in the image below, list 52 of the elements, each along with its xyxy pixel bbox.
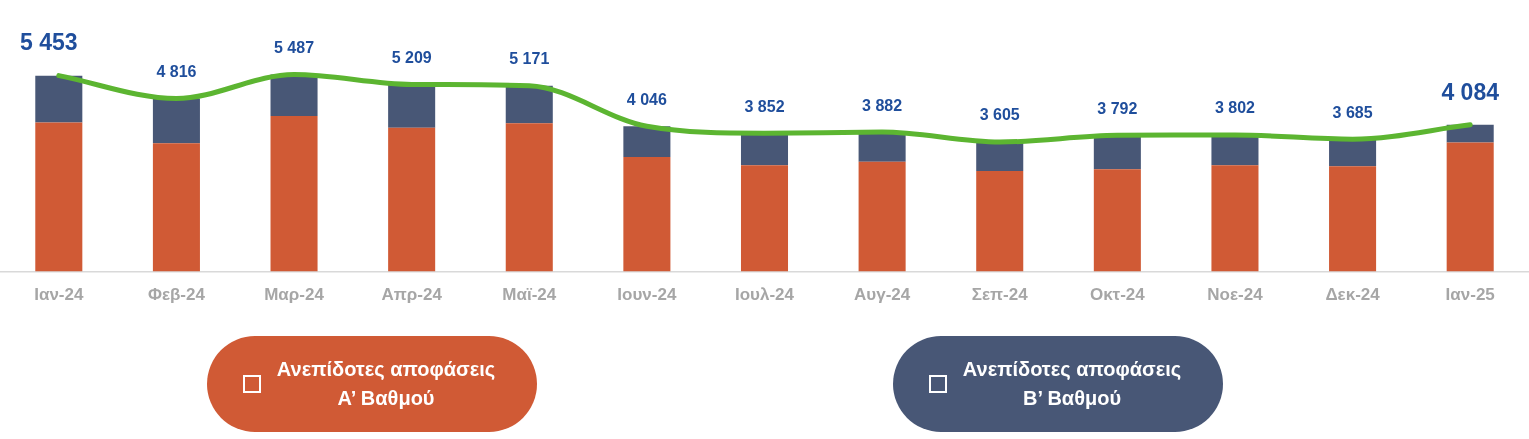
bar (976, 170, 1024, 272)
data-label: 3 685 (1332, 103, 1373, 121)
bar (270, 74, 318, 117)
data-label: 5 453 (20, 29, 78, 56)
bar (505, 85, 553, 124)
bar (1329, 166, 1377, 272)
bar (152, 143, 200, 272)
bar (623, 126, 671, 157)
x-tick-label: Ιαν-25 (1445, 285, 1495, 305)
data-label: 4 816 (156, 62, 197, 80)
x-tick-label: Νοε-24 (1207, 285, 1264, 305)
legend-label: Ανεπίδοτες αποφάσεις Β’ Βαθμού (961, 357, 1183, 411)
bar (505, 123, 553, 272)
x-tick-label: Μαρ-24 (264, 285, 325, 305)
bar (35, 122, 83, 272)
x-tick-label: Απρ-24 (381, 285, 443, 305)
bar (1211, 134, 1259, 166)
x-tick-label: Ιουν-24 (617, 285, 677, 305)
bar (623, 156, 671, 272)
data-label: 3 792 (1097, 99, 1138, 117)
bar (976, 142, 1024, 171)
x-tick-label: Σεπ-24 (971, 285, 1029, 305)
legend-label: Ανεπίδοτες αποφάσεις Α’ Βαθμού (275, 357, 497, 411)
bar (1093, 135, 1141, 170)
bar (35, 75, 83, 123)
x-tick-label: Ιουλ-24 (734, 285, 795, 305)
data-label: 3 802 (1214, 99, 1256, 117)
bar (388, 127, 436, 272)
bar (740, 165, 789, 272)
data-label: 4 046 (626, 90, 667, 108)
x-tick-label: Φεβ-24 (147, 285, 206, 305)
bar (1211, 165, 1259, 272)
x-tick-label: Αυγ-24 (854, 285, 911, 305)
x-tick-label: Οκτ-24 (1089, 285, 1146, 305)
x-tick-label: Δεκ-24 (1325, 285, 1381, 305)
bar (1329, 139, 1377, 167)
data-label: 3 605 (979, 106, 1020, 124)
bar (740, 133, 789, 166)
bar (270, 116, 318, 272)
data-label: 5 209 (391, 48, 432, 66)
bar (152, 98, 200, 144)
bar (388, 84, 436, 128)
data-label: 5 487 (274, 38, 315, 56)
x-tick-label: Ιαν-24 (34, 285, 84, 305)
bar (1093, 169, 1141, 272)
data-label: 4 084 (1441, 78, 1500, 105)
data-label: 3 882 (862, 96, 903, 114)
bar (1446, 142, 1494, 272)
data-label: 5 171 (509, 50, 550, 68)
x-tick-label: Μαϊ-24 (502, 285, 557, 305)
data-label: 3 852 (744, 97, 785, 115)
bar (858, 161, 906, 272)
